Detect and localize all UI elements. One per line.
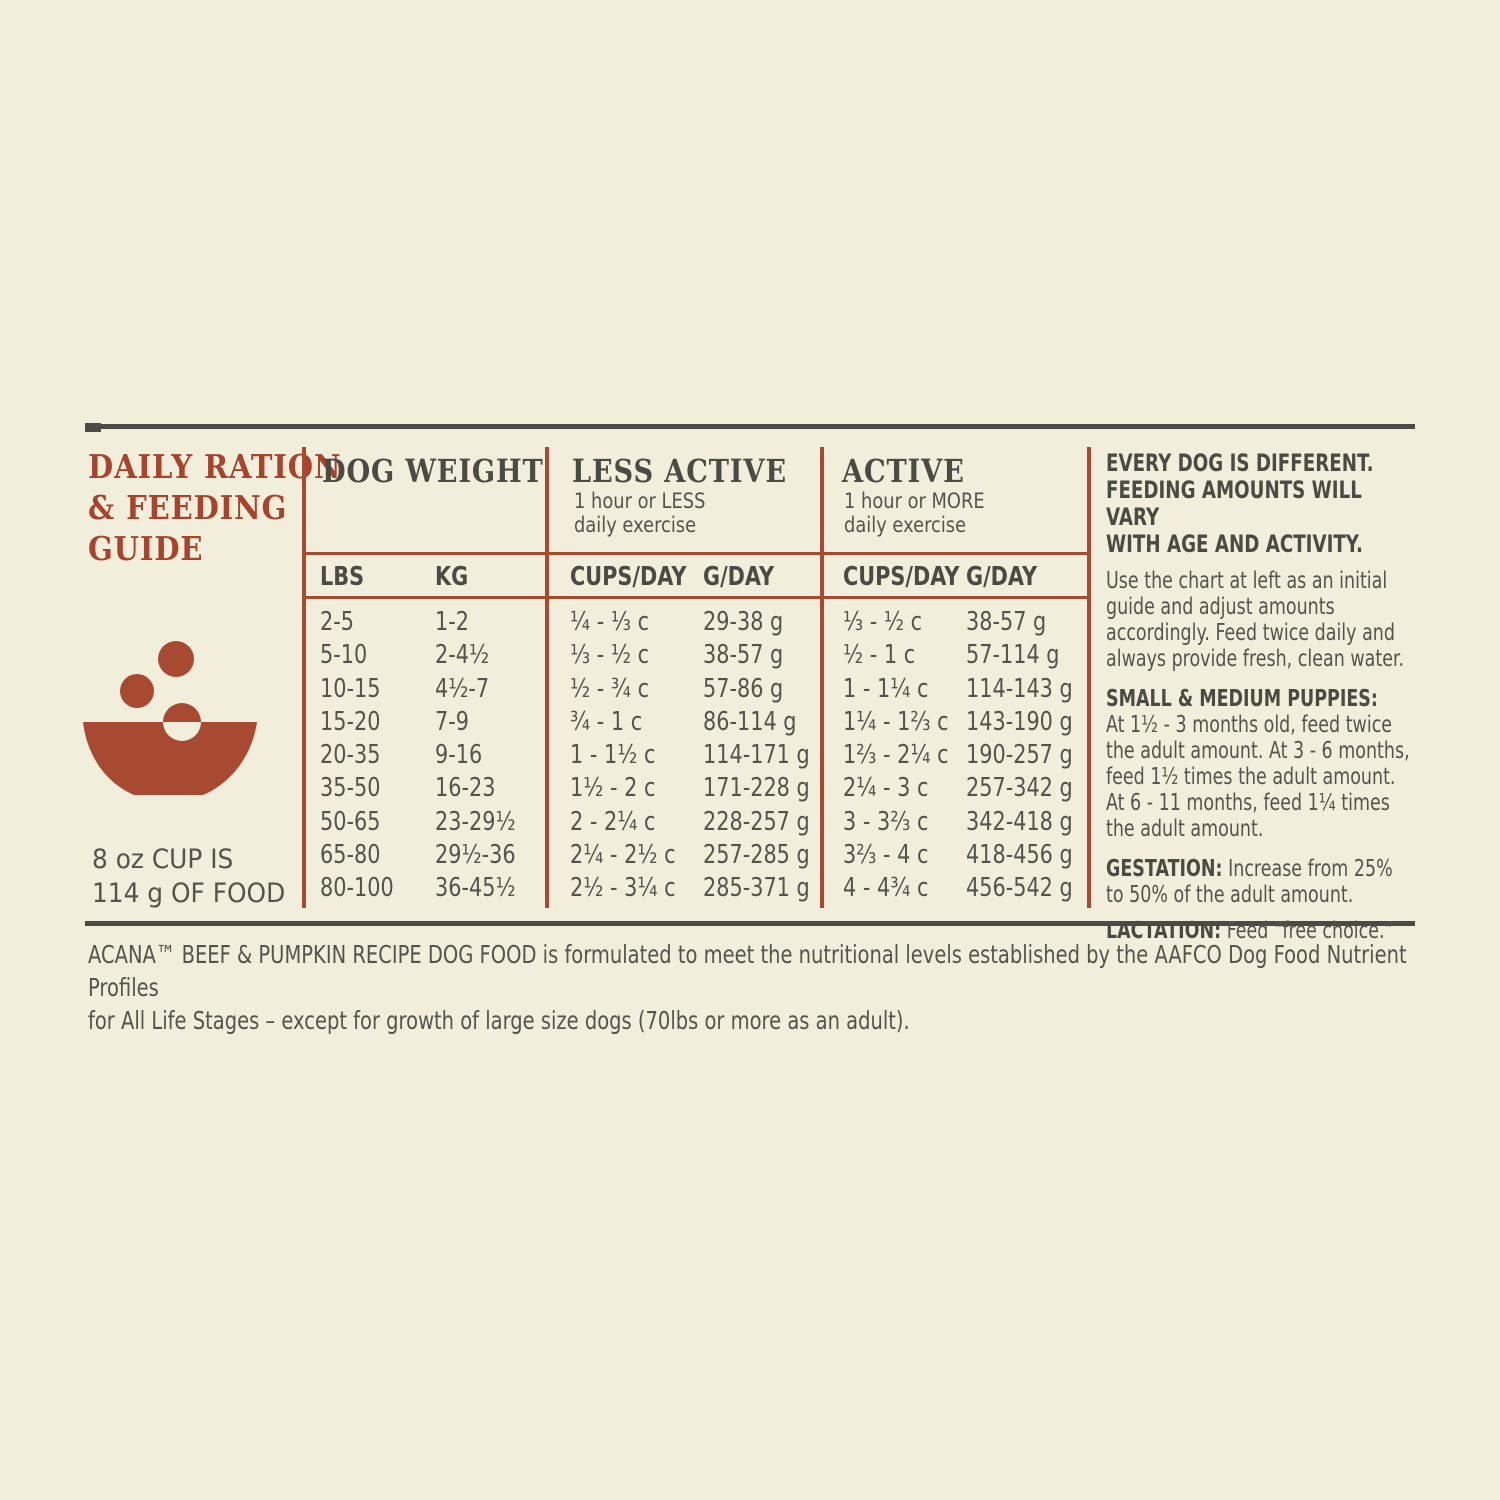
column-active-grams: 38-57 g 57-114 g 114-143 g 143-190 g 190-257… xyxy=(966,606,1073,906)
table-cell-la_cups: ½ - ¾ c xyxy=(570,673,650,704)
subheader-active-grams: G/DAY xyxy=(966,562,1038,592)
table-cell-la_cups: 2½ - 3¼ c xyxy=(570,873,676,904)
cup-measure-note: 8 oz CUP IS 114 g OF FOOD xyxy=(92,844,286,909)
table-cell-kg: 16-23 xyxy=(435,773,496,804)
subheader-less-active-cups: CUPS/DAY xyxy=(570,562,687,592)
table-cell-lbs: 35-50 xyxy=(320,773,381,804)
table-cell-la_cups: ⅓ - ½ c xyxy=(570,640,650,671)
table-cell-kg: 9-16 xyxy=(435,740,483,771)
table-cell-la_cups: 2 - 2¼ c xyxy=(570,806,656,837)
subheader-active-cups: CUPS/DAY xyxy=(843,562,960,592)
top-divider-nub xyxy=(85,423,101,432)
table-cell-lbs: 10-15 xyxy=(320,673,381,704)
food-bowl-icon xyxy=(83,641,257,795)
table-cell-a_g: 418-456 g xyxy=(966,840,1073,871)
column-lbs: 2-5 5-10 10-15 15-20 20-35 35-50 50-65 65-80 80-… xyxy=(320,606,394,906)
table-cell-a_g: 456-542 g xyxy=(966,873,1073,904)
table-cell-la_cups: 2¼ - 2½ c xyxy=(570,840,676,871)
table-subheader-rule xyxy=(302,596,1091,599)
table-cell-lbs: 5-10 xyxy=(320,640,368,671)
table-cell-lbs: 2-5 xyxy=(320,607,354,637)
table-cell-kg: 7-9 xyxy=(435,706,469,737)
table-cell-kg: 1-2 xyxy=(435,607,469,637)
table-cell-a_g: 57-114 g xyxy=(966,640,1060,671)
table-cell-la_cups: ¼ - ⅓ c xyxy=(570,607,650,637)
table-cell-lbs: 80-100 xyxy=(320,873,394,904)
column-divider xyxy=(1087,447,1091,908)
table-cell-lbs: 65-80 xyxy=(320,840,381,871)
subheader-kg: KG xyxy=(435,562,469,592)
lactation-text: Feed “free choice.” xyxy=(1221,918,1394,944)
notes-puppies: SMALL & MEDIUM PUPPIES: At 1½ - 3 months … xyxy=(1106,686,1415,842)
puppies-text: At 1½ - 3 months old, feed twice the adu… xyxy=(1106,712,1410,842)
notes-heading: EVERY DOG IS DIFFERENT. FEEDING AMOUNTS … xyxy=(1106,449,1374,558)
subheader-less-active-grams: G/DAY xyxy=(703,562,775,592)
table-cell-kg: 4½-7 xyxy=(435,673,490,704)
table-cell-la_cups: 1 - 1½ c xyxy=(570,740,656,771)
table-cell-a_g: 190-257 g xyxy=(966,740,1073,771)
column-divider xyxy=(545,447,549,908)
table-cell-a_cups: 4 - 4¾ c xyxy=(843,873,929,904)
table-cell-lbs: 50-65 xyxy=(320,806,381,837)
table-cell-a_g: 114-143 g xyxy=(966,673,1073,704)
table-cell-a_cups: 1⅔ - 2¼ c xyxy=(843,740,949,771)
table-cell-a_g: 342-418 g xyxy=(966,806,1073,837)
table-cell-la_g: 257-285 g xyxy=(703,840,810,871)
notes-intro: Use the chart at left as an initial guid… xyxy=(1106,568,1405,672)
table-cell-la_g: 86-114 g xyxy=(703,706,797,737)
header-dog-weight: DOG WEIGHT xyxy=(322,452,544,490)
table-cell-a_cups: 2¼ - 3 c xyxy=(843,773,929,804)
column-divider xyxy=(820,447,824,908)
gestation-label: GESTATION: xyxy=(1106,856,1223,882)
notes-gestation: GESTATION: Increase from 25% to 50% of t… xyxy=(1106,856,1415,908)
table-cell-a_cups: 3⅔ - 4 c xyxy=(843,840,929,871)
notes-lactation: LACTATION: Feed “free choice.” xyxy=(1106,918,1415,944)
lactation-label: LACTATION: xyxy=(1106,918,1222,944)
table-cell-la_g: 285-371 g xyxy=(703,873,810,904)
table-cell-la_g: 114-171 g xyxy=(703,740,810,771)
table-cell-la_cups: 1½ - 2 c xyxy=(570,773,656,804)
page-title: DAILY RATION & FEEDING GUIDE xyxy=(88,447,342,568)
gestation-text: Increase from 25% to 50% of the adult am… xyxy=(1106,856,1393,908)
feeding-notes: EVERY DOG IS DIFFERENT. FEEDING AMOUNTS … xyxy=(1106,449,1415,945)
header-active: ACTIVE xyxy=(842,452,965,490)
table-cell-la_g: 29-38 g xyxy=(703,607,784,637)
column-less-active-grams: 29-38 g 38-57 g 57-86 g 86-114 g 114-171 g 17… xyxy=(703,606,810,906)
table-cell-a_cups: ½ - 1 c xyxy=(843,640,916,671)
table-cell-a_cups: ⅓ - ½ c xyxy=(843,607,923,637)
aafco-statement: ACANA™ BEEF & PUMPKIN RECIPE DOG FOOD is… xyxy=(88,940,1407,1035)
table-header-rule xyxy=(302,552,1091,555)
table-cell-la_g: 38-57 g xyxy=(703,640,784,671)
table-cell-la_g: 57-86 g xyxy=(703,673,784,704)
bottom-divider-rule xyxy=(85,921,1415,926)
table-cell-a_cups: 1 - 1¼ c xyxy=(843,673,929,704)
table-cell-lbs: 15-20 xyxy=(320,706,381,737)
table-cell-a_cups: 3 - 3⅔ c xyxy=(843,806,929,837)
subheader-lbs: LBS xyxy=(320,562,365,592)
table-cell-la_cups: ¾ - 1 c xyxy=(570,706,643,737)
table-cell-a_g: 143-190 g xyxy=(966,706,1073,737)
header-active-sub: 1 hour or MORE daily exercise xyxy=(844,489,985,537)
table-cell-a_g: 38-57 g xyxy=(966,607,1047,637)
header-less-active: LESS ACTIVE xyxy=(572,452,787,490)
column-divider xyxy=(302,447,306,908)
table-cell-la_g: 228-257 g xyxy=(703,806,810,837)
table-cell-kg: 2-4½ xyxy=(435,640,490,671)
top-divider-rule xyxy=(85,424,1415,429)
header-less-active-sub: 1 hour or LESS daily exercise xyxy=(574,489,706,537)
table-cell-a_cups: 1¼ - 1⅔ c xyxy=(843,706,949,737)
table-cell-kg: 23-29½ xyxy=(435,806,516,837)
table-cell-la_g: 171-228 g xyxy=(703,773,810,804)
table-cell-kg: 36-45½ xyxy=(435,873,516,904)
puppies-label: SMALL & MEDIUM PUPPIES: xyxy=(1106,686,1378,712)
table-cell-lbs: 20-35 xyxy=(320,740,381,771)
table-cell-kg: 29½-36 xyxy=(435,840,516,871)
column-kg: 1-2 2-4½ 4½-7 7-9 9-16 16-23 23-29½ 29½-36 36-45… xyxy=(435,606,516,906)
table-cell-a_g: 257-342 g xyxy=(966,773,1073,804)
